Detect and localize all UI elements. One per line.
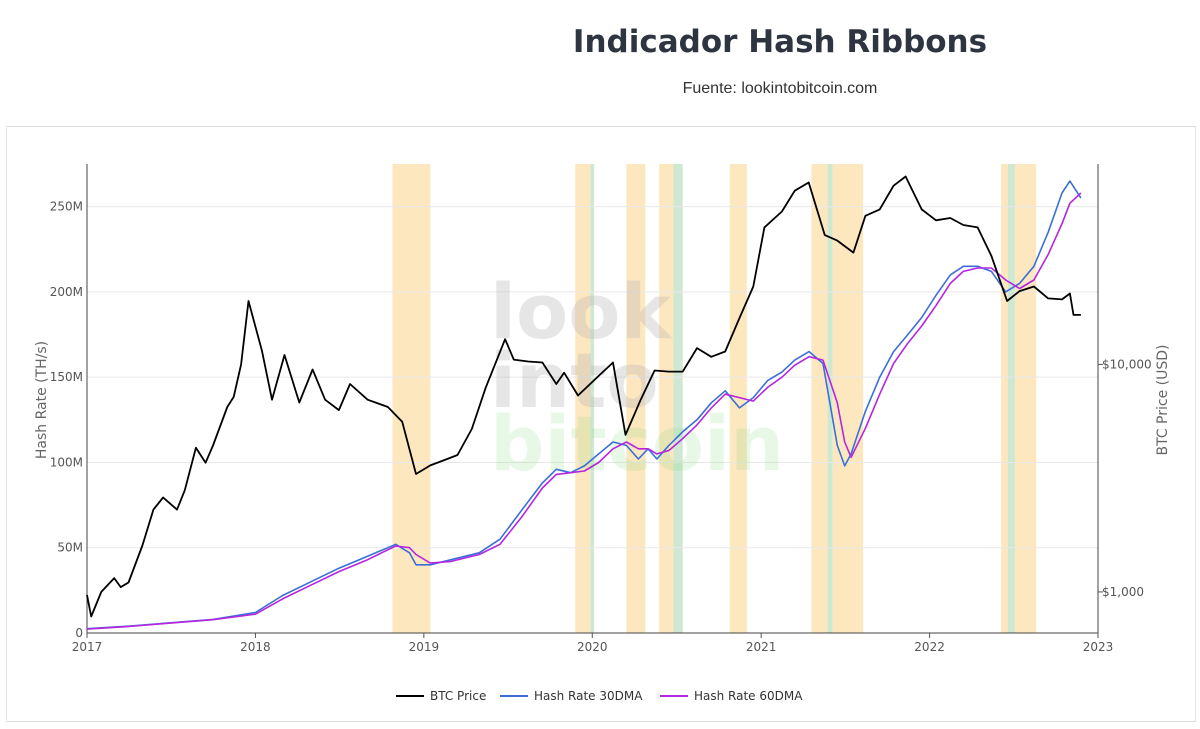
x-tick-label: 2021 <box>746 640 777 654</box>
hash-rate-60dma-line <box>86 192 1082 630</box>
chart-title: Indicador Hash Ribbons <box>572 24 988 60</box>
recovery-band <box>1008 164 1015 633</box>
y-right-tick-label: $10,000 <box>1102 357 1152 371</box>
recovery-band <box>673 164 683 633</box>
y-left-tick-label: 150M <box>50 370 83 384</box>
watermark-word: bitcoin <box>490 399 784 488</box>
y-left-tick-label: 50M <box>57 541 83 555</box>
y-axis-right-title: BTC Price (USD) <box>1155 344 1171 455</box>
chart-subtitle: Fuente: lookintobitcoin.com <box>682 80 878 97</box>
y-left-tick-label: 0 <box>75 626 83 640</box>
capitulation-band <box>1001 164 1009 633</box>
capitulation-band <box>729 164 747 633</box>
grid-layer <box>87 206 1098 549</box>
x-tick-label: 2019 <box>409 640 440 654</box>
capitulation-band <box>392 164 431 633</box>
x-tick-label: 2018 <box>240 640 271 654</box>
axes-layer: 0 50M 100M 150M 200M 250M $1,000 $10,000 2017 201… <box>50 164 1152 654</box>
x-tick-label: 2020 <box>577 640 608 654</box>
capitulation-band <box>832 164 864 633</box>
series-layer <box>86 175 1082 630</box>
y-right-tick-label: $1,000 <box>1102 585 1144 599</box>
legend-item-btc-price[interactable]: BTC Price <box>396 689 486 703</box>
legend-label: Hash Rate 60DMA <box>694 689 803 703</box>
x-tick-label: 2022 <box>914 640 945 654</box>
legend-label: Hash Rate 30DMA <box>534 689 643 703</box>
capitulation-band <box>811 164 828 633</box>
chart-panel <box>6 126 1196 722</box>
watermark-word: into <box>490 336 659 425</box>
capitulation-band <box>659 164 674 633</box>
capitulation-band <box>626 164 646 633</box>
watermark-word: look <box>490 267 672 356</box>
y-axis-left-title: Hash Rate (TH/s) <box>34 341 50 459</box>
legend-label: BTC Price <box>430 689 486 703</box>
hash-rate-30dma-line <box>86 180 1082 630</box>
capitulation-band <box>1014 164 1037 633</box>
recovery-band <box>590 164 595 633</box>
recovery-band <box>827 164 833 633</box>
y-left-tick-label: 100M <box>50 455 83 469</box>
y-left-tick-label: 200M <box>50 285 83 299</box>
x-tick-label: 2023 <box>1083 640 1114 654</box>
watermark: look into bitcoin <box>490 267 784 488</box>
y-left-tick-label: 250M <box>50 200 83 214</box>
capitulation-band <box>575 164 591 633</box>
btc-price-line <box>86 175 1081 618</box>
legend-item-hash-rate-30dma[interactable]: Hash Rate 30DMA <box>500 689 643 703</box>
legend-item-hash-rate-60dma[interactable]: Hash Rate 60DMA <box>660 689 803 703</box>
legend: BTC Price Hash Rate 30DMA Hash Rate 60DMA <box>396 689 803 703</box>
x-tick-label: 2017 <box>72 640 103 654</box>
